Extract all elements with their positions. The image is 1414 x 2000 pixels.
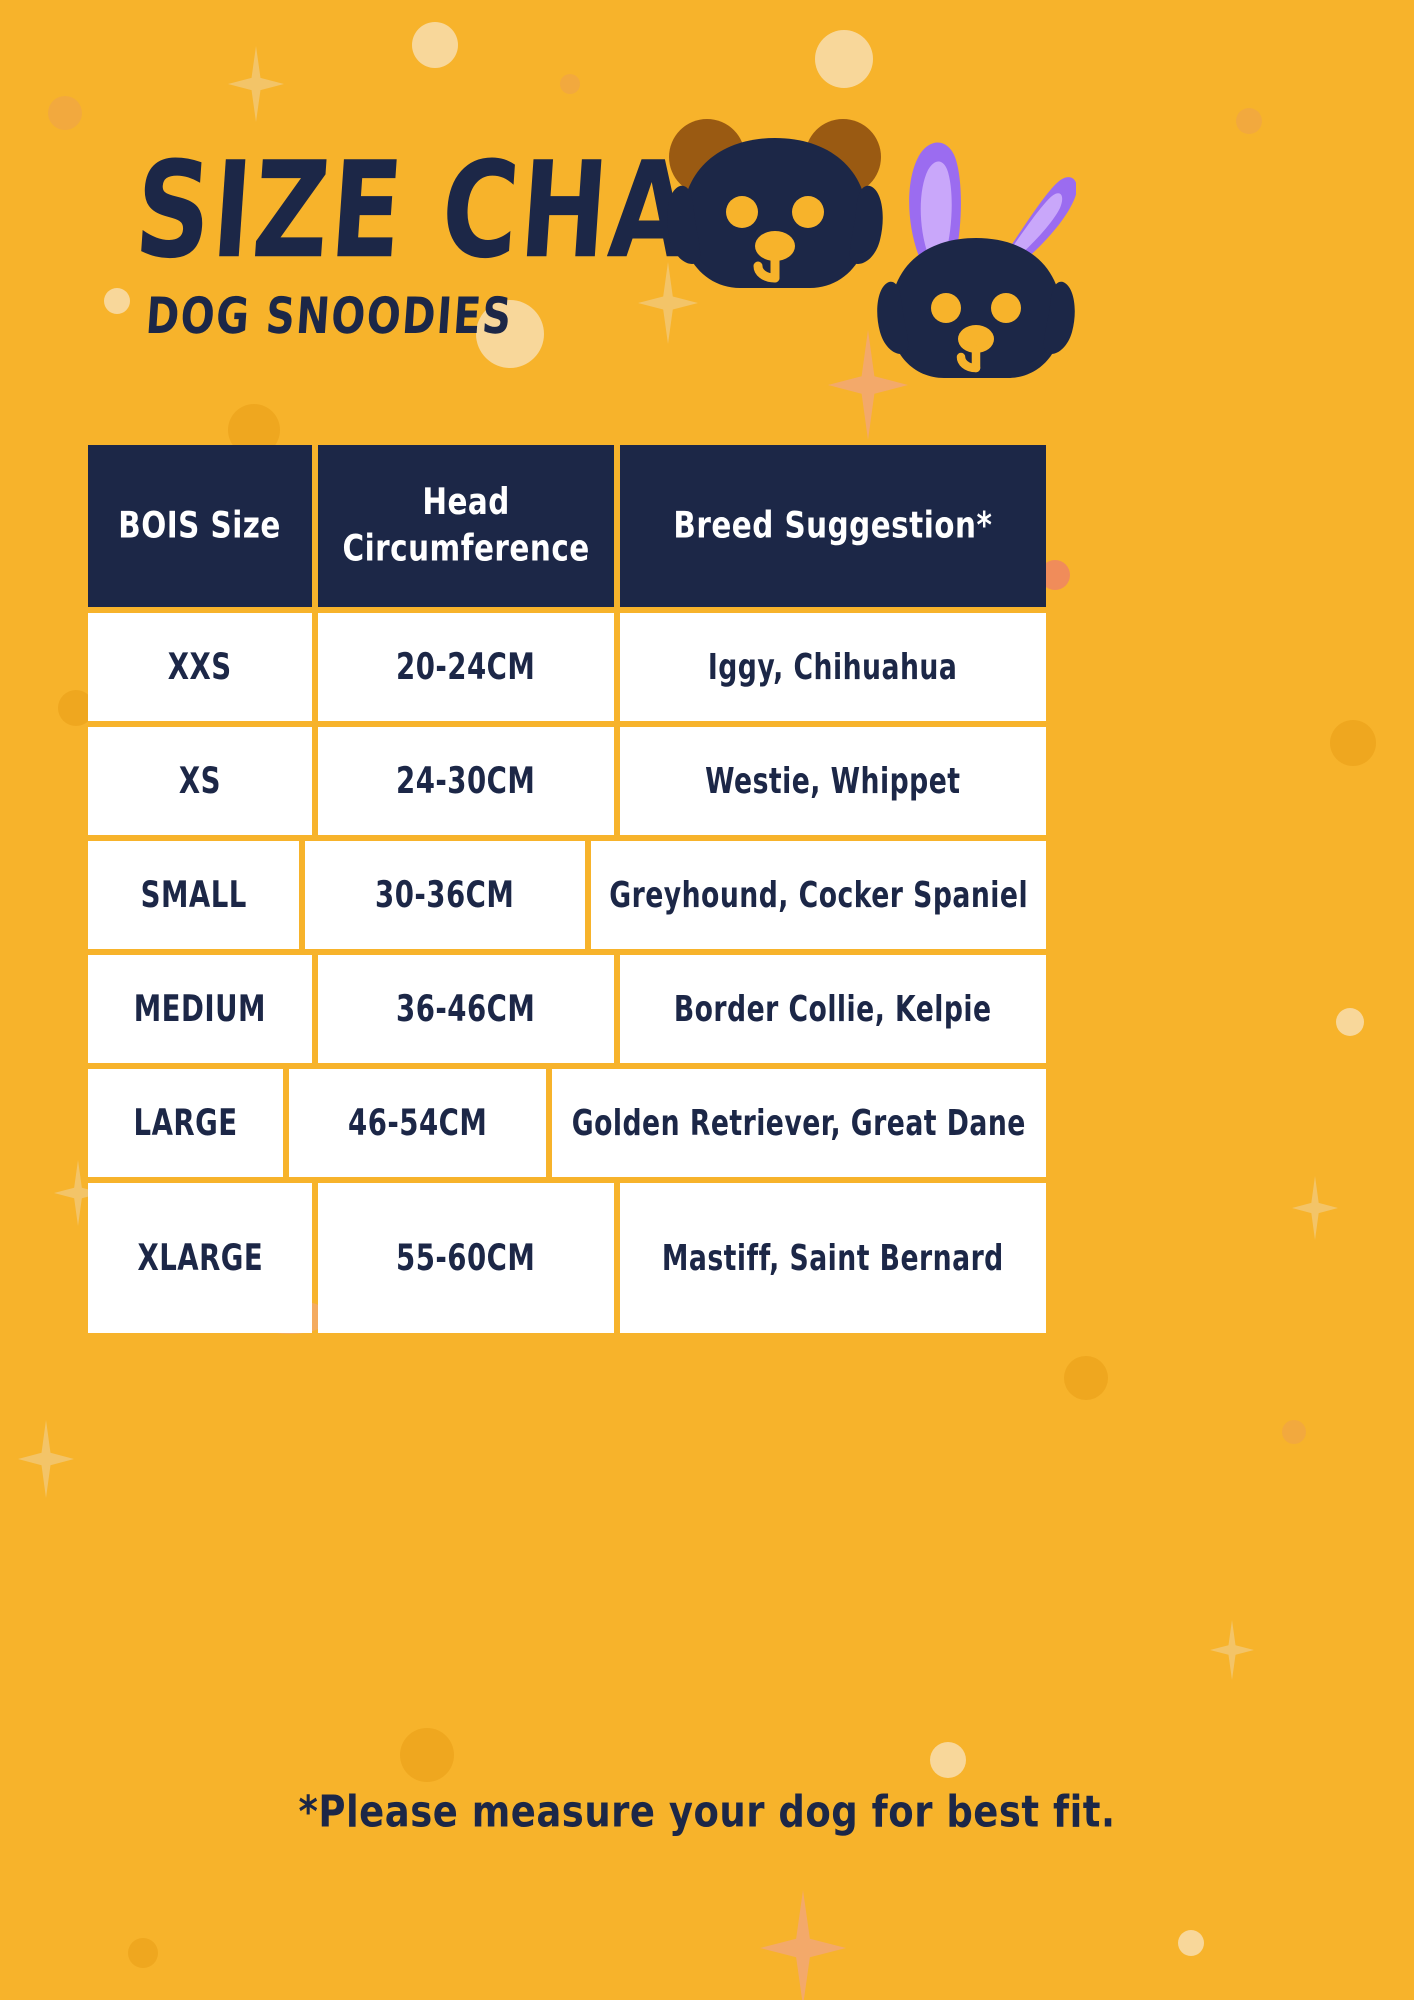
deco-circle [1064, 1356, 1108, 1400]
table-row: SMALL 30-36CM Greyhound, Cocker Spaniel [88, 841, 1046, 949]
cell-breeds: Mastiff, Saint Bernard [620, 1183, 1046, 1333]
cell-circumference: 30-36CM [305, 841, 585, 949]
page-subtitle: DOG SNOODIES [143, 288, 515, 346]
cell-size: SMALL [88, 841, 300, 949]
size-chart-table: BOIS Size Head Circumference Breed Sugge… [88, 445, 1046, 1339]
cell-circumference: 46-54CM [288, 1069, 547, 1177]
table-row: LARGE 46-54CM Golden Retriever, Great Da… [88, 1069, 1046, 1177]
cell-size: LARGE [88, 1069, 283, 1177]
table-row: XXS 20-24CM Iggy, Chihuahua [88, 613, 1046, 721]
cell-size: MEDIUM [88, 955, 312, 1063]
column-header-line2: Circumference [342, 527, 590, 570]
cell-circumference: 55-60CM [318, 1183, 614, 1333]
deco-circle [930, 1742, 966, 1778]
column-header-line1: Head [422, 481, 510, 524]
table-row: MEDIUM 36-46CM Border Collie, Kelpie [88, 955, 1046, 1063]
table-row: XS 24-30CM Westie, Whippet [88, 727, 1046, 835]
column-header-size: BOIS Size [88, 445, 312, 607]
cell-circumference: 24-30CM [318, 727, 614, 835]
cell-size: XS [88, 727, 312, 835]
cell-breeds: Border Collie, Kelpie [620, 955, 1046, 1063]
footnote: *Please measure your dog for best fit. [298, 1786, 1116, 1837]
cell-breeds: Golden Retriever, Great Dane [552, 1069, 1046, 1177]
column-header-breed-suggestion: Breed Suggestion* [620, 445, 1046, 607]
table-row: XLARGE 55-60CM Mastiff, Saint Bernard [88, 1183, 1046, 1333]
cell-breeds: Greyhound, Cocker Spaniel [590, 841, 1046, 949]
deco-sparkle [18, 1420, 74, 1498]
deco-circle [400, 1728, 454, 1782]
poster-header: SIZE CHART DOG SNOODIES [0, 0, 1414, 560]
deco-circle [1282, 1420, 1306, 1444]
cell-breeds: Iggy, Chihuahua [620, 613, 1046, 721]
deco-circle [1178, 1930, 1204, 1956]
cell-size: XLARGE [88, 1183, 312, 1333]
deco-circle [128, 1938, 158, 1968]
deco-circle [1336, 1008, 1364, 1036]
cell-circumference: 36-46CM [318, 955, 614, 1063]
table-header-row: BOIS Size Head Circumference Breed Sugge… [88, 445, 1046, 607]
deco-sparkle [1210, 1620, 1254, 1680]
table-body: XXS 20-24CM Iggy, Chihuahua XS 24-30CM W… [88, 613, 1046, 1333]
deco-sparkle [760, 1890, 846, 2000]
cell-size: XXS [88, 613, 312, 721]
cell-breeds: Westie, Whippet [620, 727, 1046, 835]
dog-head-with-round-ears-icon [667, 119, 883, 288]
dog-head-with-bunny-ears-icon [877, 142, 1076, 378]
deco-circle [1330, 720, 1376, 766]
column-header-head-circumference: Head Circumference [318, 445, 614, 607]
cell-circumference: 20-24CM [318, 613, 614, 721]
deco-sparkle [1292, 1176, 1338, 1240]
